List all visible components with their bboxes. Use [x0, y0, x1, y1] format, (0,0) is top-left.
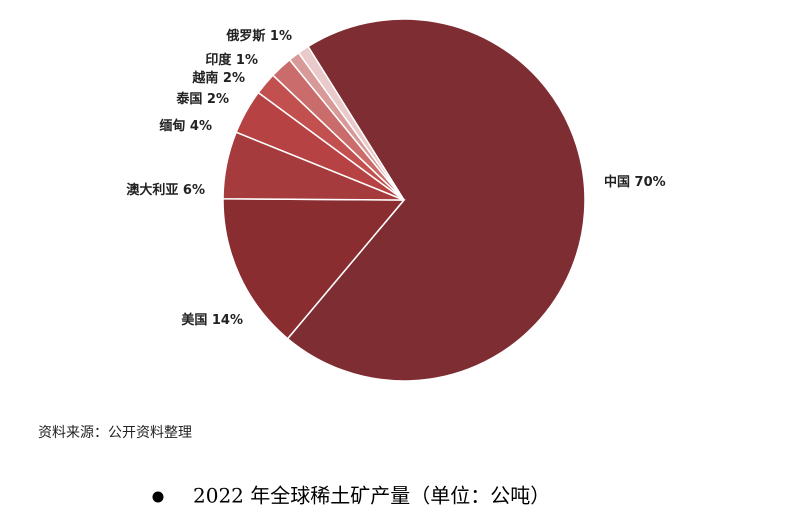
- slice-name: 越南: [191, 70, 218, 86]
- slice-value: 2%: [207, 92, 229, 107]
- slice-name: 美国: [181, 312, 207, 328]
- pie-slice: [286, 18, 586, 382]
- slice-label: 美国 14%: [181, 312, 243, 328]
- slice-value: 1%: [236, 53, 258, 68]
- slice-value: 6%: [183, 183, 205, 198]
- slice-value: 4%: [190, 119, 212, 134]
- slice-value: 70%: [635, 175, 666, 190]
- bullet: [152, 491, 164, 503]
- slice-label: 泰国 2%: [175, 91, 229, 107]
- pie-slice: [297, 45, 405, 201]
- slice-label: 印度 1%: [205, 52, 258, 68]
- slice-name: 澳大利亚: [126, 182, 178, 198]
- slice-name: 中国: [604, 174, 630, 190]
- slice-label: 澳大利亚 6%: [126, 182, 205, 198]
- slice-value: 14%: [212, 313, 243, 328]
- slice-label: 俄罗斯 1%: [225, 28, 292, 44]
- slice-label: 缅甸 4%: [159, 118, 212, 134]
- source-note: 资料来源：公开资料整理: [38, 425, 192, 441]
- chart-title: 2022 年全球稀土矿产量（单位：公吨）: [193, 484, 550, 508]
- slice-value: 2%: [223, 71, 245, 86]
- slice-value: 1%: [270, 29, 292, 44]
- pie-slice: [222, 197, 406, 340]
- slice-name: 泰国: [175, 91, 202, 107]
- slice-name: 缅甸: [159, 118, 185, 134]
- slice-name: 俄罗斯: [225, 28, 265, 44]
- slice-label: 越南 2%: [191, 70, 245, 86]
- slice-label: 中国 70%: [604, 174, 666, 190]
- slice-name: 印度: [205, 52, 232, 68]
